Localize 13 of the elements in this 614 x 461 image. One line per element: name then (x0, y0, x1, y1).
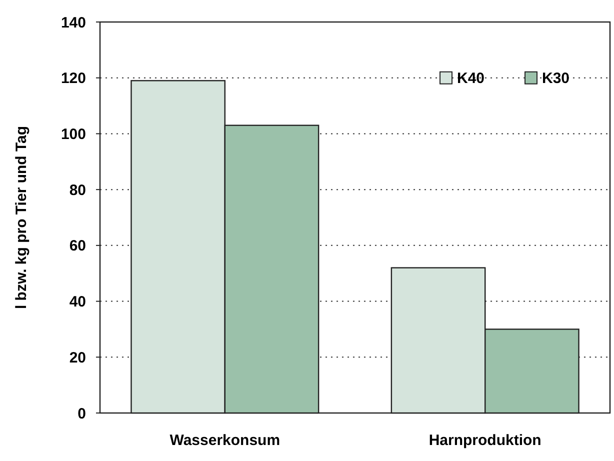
y-axis-title: l bzw. kg pro Tier und Tag (13, 126, 30, 310)
y-tick-label: 20 (69, 349, 86, 366)
legend-label: K30 (542, 70, 570, 88)
y-tick-label: 0 (78, 405, 86, 422)
y-tick-label: 40 (69, 294, 86, 311)
legend-label: K40 (457, 70, 485, 88)
y-tick-label: 60 (69, 238, 86, 255)
y-tick-label: 100 (60, 126, 86, 143)
y-tick-label: 120 (60, 70, 86, 88)
x-tick-label: Harnproduktion (428, 432, 542, 449)
y-tick-label: 80 (69, 182, 86, 199)
y-tick-label: 140 (60, 14, 86, 32)
x-tick-label: Wasserkonsum (170, 432, 280, 449)
